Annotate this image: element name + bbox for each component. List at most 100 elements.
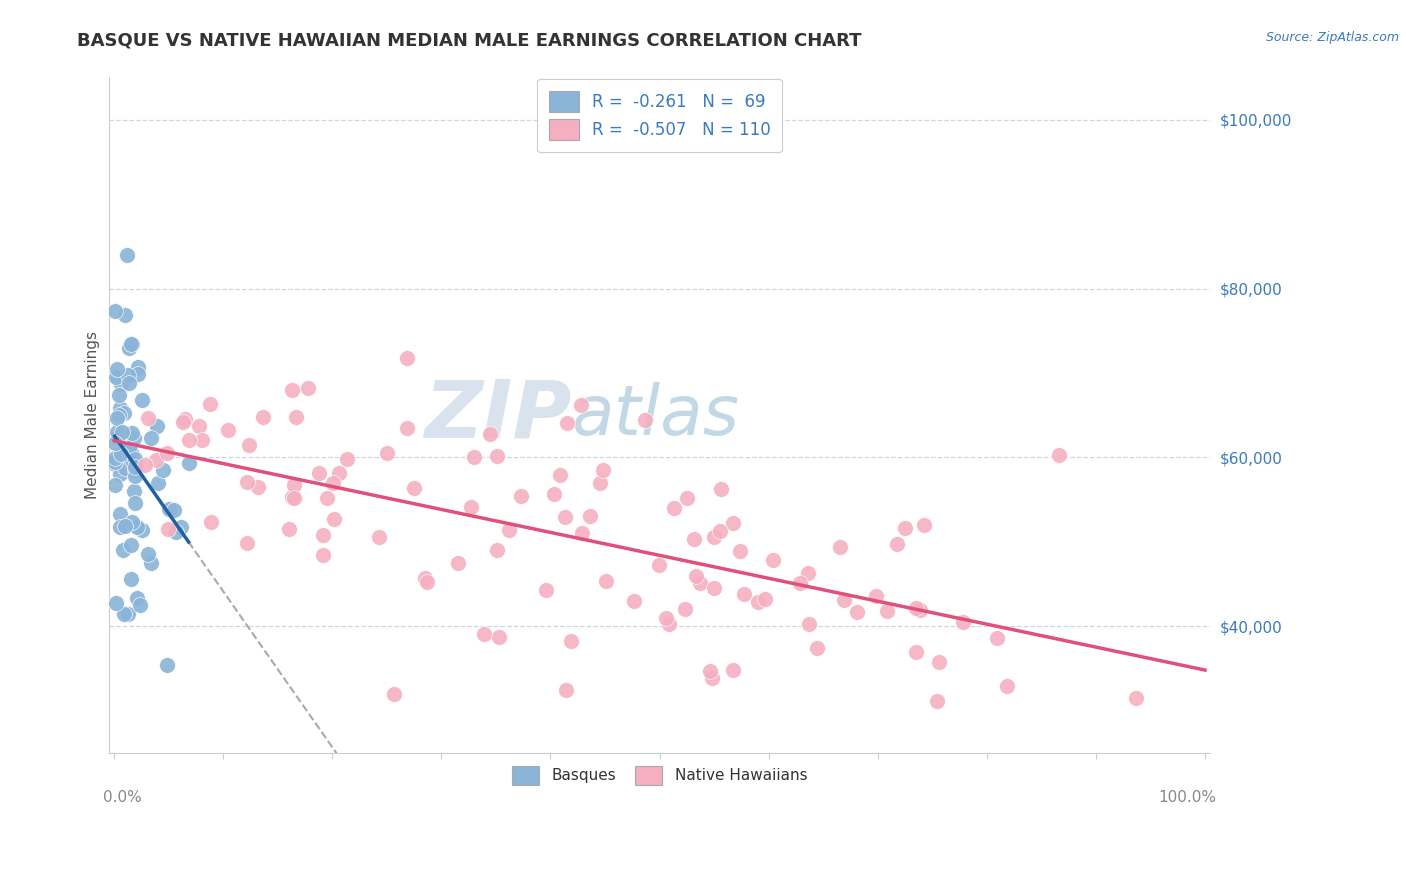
Point: [104, 478, 127, 492]
Point: [367, 530, 389, 544]
Point: [893, 521, 915, 535]
Point: [472, 627, 495, 641]
Point: [416, 575, 439, 590]
Point: [832, 593, 855, 607]
Point: [124, 463, 146, 477]
Point: [986, 631, 1008, 645]
Point: [578, 509, 600, 524]
Point: [560, 634, 582, 648]
Point: [104, 436, 127, 450]
Point: [285, 410, 308, 425]
Point: [283, 491, 305, 505]
Point: [115, 248, 138, 262]
Y-axis label: Median Male Earnings: Median Male Earnings: [86, 331, 100, 500]
Point: [105, 425, 128, 439]
Point: [131, 523, 153, 537]
Point: [163, 503, 186, 517]
Point: [322, 475, 344, 490]
Point: [908, 603, 931, 617]
Point: [928, 655, 950, 669]
Point: [122, 431, 145, 445]
Point: [312, 528, 335, 542]
Point: [105, 596, 128, 610]
Point: [122, 484, 145, 499]
Point: [111, 425, 134, 439]
Point: [689, 575, 711, 590]
Point: [703, 530, 725, 544]
Point: [157, 522, 180, 536]
Point: [108, 507, 131, 521]
Point: [486, 543, 509, 558]
Point: [145, 453, 167, 467]
Point: [328, 466, 350, 480]
Text: 0.0%: 0.0%: [103, 790, 142, 805]
Point: [952, 615, 974, 629]
Point: [904, 645, 927, 659]
Point: [117, 607, 139, 622]
Point: [297, 381, 319, 395]
Point: [169, 519, 191, 533]
Point: [806, 641, 828, 656]
Point: [1047, 448, 1070, 462]
Point: [634, 412, 657, 426]
Point: [124, 469, 146, 483]
Point: [246, 480, 269, 494]
Point: [121, 453, 143, 467]
Point: [104, 451, 127, 466]
Point: [136, 410, 159, 425]
Point: [886, 537, 908, 551]
Point: [124, 496, 146, 510]
Point: [118, 441, 141, 455]
Point: [190, 433, 212, 447]
Point: [138, 547, 160, 561]
Point: [710, 482, 733, 496]
Point: [595, 574, 617, 589]
Point: [139, 557, 162, 571]
Point: [509, 490, 531, 504]
Point: [108, 388, 131, 402]
Point: [721, 516, 744, 530]
Point: [797, 616, 820, 631]
Point: [404, 481, 426, 495]
Point: [110, 376, 132, 391]
Point: [107, 371, 129, 385]
Text: atlas: atlas: [571, 382, 740, 449]
Point: [555, 683, 578, 698]
Point: [139, 432, 162, 446]
Point: [114, 308, 136, 322]
Point: [120, 538, 142, 552]
Point: [104, 304, 127, 318]
Point: [114, 461, 136, 475]
Point: [728, 544, 751, 558]
Point: [152, 463, 174, 477]
Point: [112, 406, 135, 420]
Point: [120, 336, 142, 351]
Point: [463, 450, 485, 464]
Point: [156, 445, 179, 459]
Point: [699, 665, 721, 679]
Point: [120, 572, 142, 586]
Point: [1125, 690, 1147, 705]
Point: [156, 658, 179, 673]
Point: [703, 581, 725, 595]
Point: [733, 587, 755, 601]
Point: [172, 415, 194, 429]
Point: [105, 411, 128, 425]
Point: [146, 419, 169, 434]
Point: [912, 517, 935, 532]
Point: [278, 522, 301, 536]
Point: [478, 426, 501, 441]
Point: [128, 599, 150, 613]
Point: [146, 476, 169, 491]
Point: [797, 566, 820, 581]
Point: [283, 478, 305, 492]
Point: [685, 569, 707, 583]
Point: [747, 594, 769, 608]
Point: [110, 447, 132, 461]
Point: [662, 500, 685, 515]
Point: [396, 351, 419, 366]
Point: [127, 367, 149, 381]
Point: [134, 458, 156, 472]
Point: [114, 444, 136, 458]
Point: [188, 419, 211, 434]
